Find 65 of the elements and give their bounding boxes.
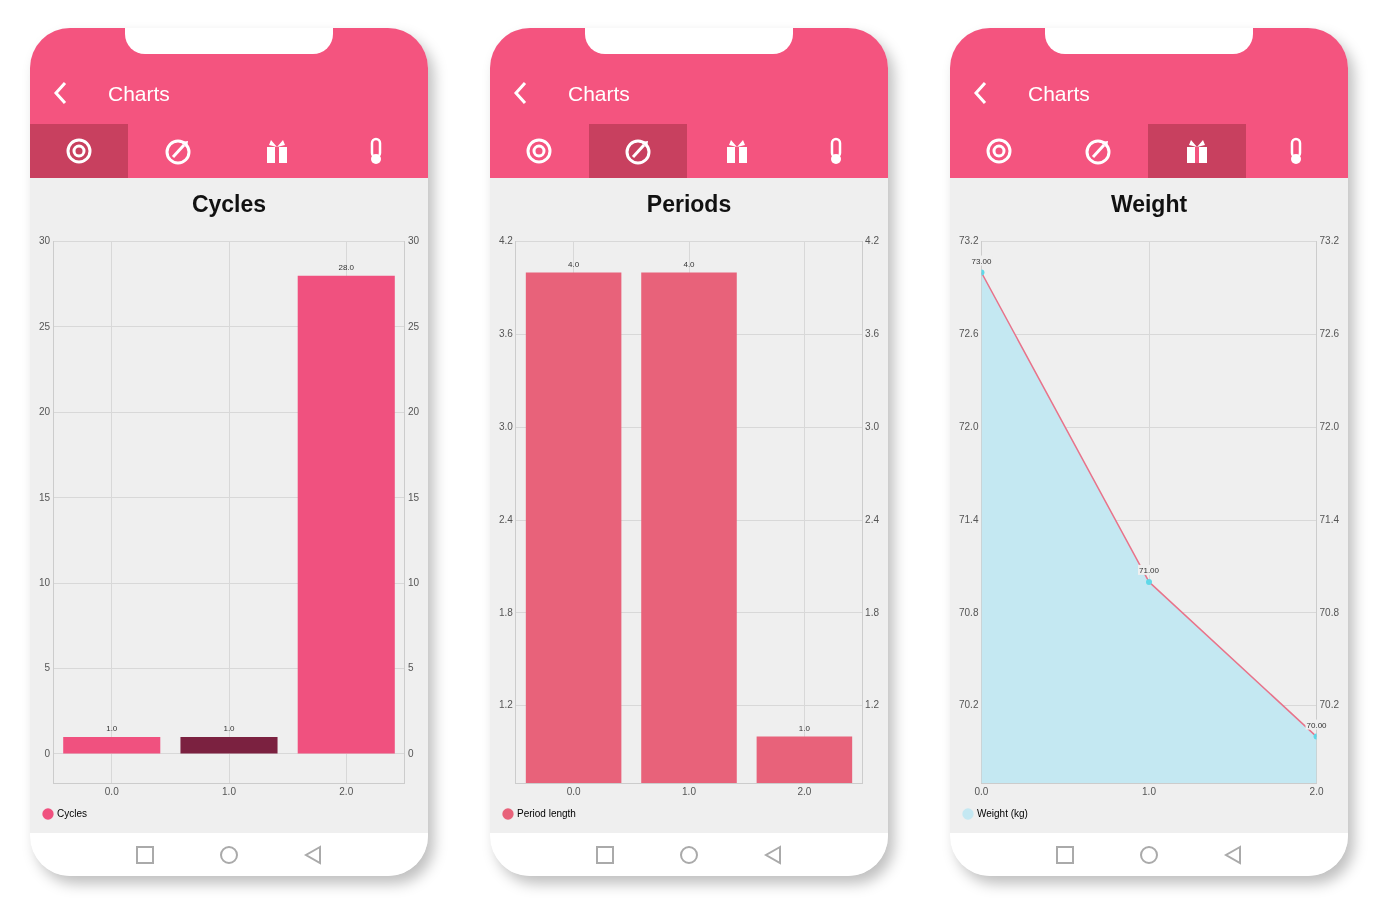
y2-tick-label: 1.2 bbox=[865, 699, 880, 711]
x-tick-label: 2.0 bbox=[1309, 785, 1324, 797]
text: Charts bbox=[568, 82, 630, 106]
text: Charts bbox=[108, 82, 170, 106]
y-tick-label: 15 bbox=[39, 491, 51, 503]
y2-tick-label: 0 bbox=[407, 747, 414, 759]
y-tick-label: 25 bbox=[39, 320, 51, 332]
y-tick-label: 10 bbox=[39, 576, 51, 588]
y2-tick-label: 3.6 bbox=[865, 328, 880, 340]
legend-label: Weight (kg) bbox=[977, 807, 1028, 819]
y-tick-label: 20 bbox=[39, 406, 51, 418]
y2-tick-label: 71.4 bbox=[1319, 513, 1340, 525]
y2-tick-label: 25 bbox=[407, 320, 420, 332]
x-tick-label: 1.0 bbox=[222, 785, 237, 797]
y-tick-label: 72.6 bbox=[958, 328, 979, 340]
data-label: 1.0 bbox=[106, 724, 118, 734]
legend-label: Period length bbox=[517, 807, 576, 819]
y2-tick-label: 15 bbox=[407, 491, 420, 503]
chart-title: Weight bbox=[1110, 191, 1188, 218]
y2-tick-label: 72.0 bbox=[1319, 420, 1340, 432]
y-tick-label: 70.8 bbox=[958, 606, 979, 618]
data-label: 71.00 bbox=[1138, 566, 1160, 576]
y-tick-label: 3.0 bbox=[499, 420, 514, 432]
y2-tick-label: 70.8 bbox=[1319, 606, 1340, 618]
data-label: 4.0 bbox=[683, 259, 696, 269]
y2-tick-label: 70.2 bbox=[1319, 699, 1340, 711]
y-tick-label: 4.2 bbox=[499, 235, 514, 247]
chart-title: Periods bbox=[646, 191, 732, 218]
y-tick-label: 2.4 bbox=[499, 513, 514, 525]
y2-tick-label: 20 bbox=[407, 406, 420, 418]
y2-tick-label: 10 bbox=[407, 576, 420, 588]
y2-tick-label: 5 bbox=[407, 662, 414, 674]
x-tick-label: 0.0 bbox=[104, 785, 120, 797]
y2-tick-label: 73.2 bbox=[1319, 235, 1340, 247]
text: Charts bbox=[1028, 82, 1090, 106]
data-label: 73.00 bbox=[971, 256, 993, 266]
y2-tick-label: 3.0 bbox=[865, 420, 880, 432]
y2-tick-label: 1.8 bbox=[865, 606, 880, 618]
data-label: 1.0 bbox=[223, 724, 236, 734]
x-tick-label: 1.0 bbox=[682, 785, 697, 797]
y-tick-label: 70.2 bbox=[958, 699, 979, 711]
y2-tick-label: 30 bbox=[407, 235, 420, 247]
y-tick-label: 73.2 bbox=[958, 235, 979, 247]
y2-tick-label: 4.2 bbox=[865, 235, 880, 247]
x-tick-label: 0.0 bbox=[566, 785, 581, 797]
x-tick-label: 2.0 bbox=[339, 785, 354, 797]
y2-tick-label: 2.4 bbox=[865, 513, 880, 525]
y-tick-label: 71.4 bbox=[958, 513, 979, 525]
data-label: 4.0 bbox=[568, 259, 580, 269]
y2-tick-label: 72.6 bbox=[1319, 328, 1340, 340]
data-label: 28.0 bbox=[338, 262, 355, 272]
y-tick-label: 5 bbox=[44, 662, 51, 674]
y-tick-label: 1.2 bbox=[499, 699, 514, 711]
chart-title: Cycles bbox=[191, 191, 267, 218]
y-tick-label: 1.8 bbox=[499, 606, 514, 618]
y-tick-label: 3.6 bbox=[499, 328, 514, 340]
y-tick-label: 30 bbox=[39, 235, 51, 247]
y-tick-label: 0 bbox=[44, 747, 51, 759]
x-tick-label: 2.0 bbox=[797, 785, 812, 797]
data-label: 70.00 bbox=[1306, 720, 1328, 730]
x-tick-label: 0.0 bbox=[974, 785, 989, 797]
x-tick-label: 1.0 bbox=[1142, 785, 1157, 797]
data-label: 1.0 bbox=[798, 723, 811, 733]
legend-label: Cycles bbox=[57, 807, 88, 819]
y-tick-label: 72.0 bbox=[958, 420, 979, 432]
